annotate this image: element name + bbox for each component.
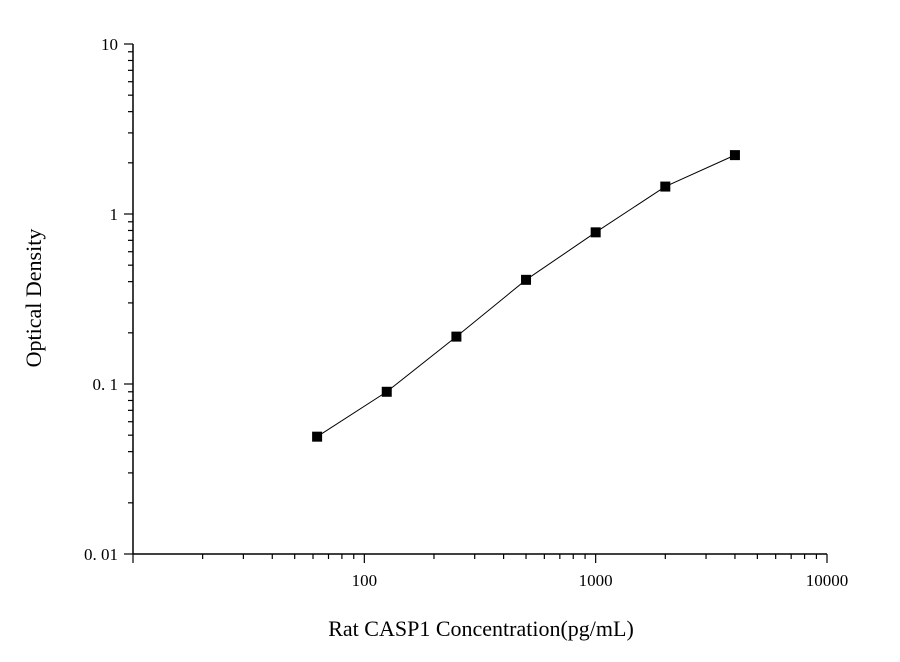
series-line [316, 154, 736, 438]
y-tick-label: 1 [110, 205, 119, 224]
y-tick-label: 10 [101, 35, 118, 54]
x-axis-title: Rat CASP1 Concentration(pg/mL) [328, 616, 634, 641]
data-series [312, 150, 740, 442]
x-tick-label: 10000 [806, 571, 849, 590]
data-point [729, 150, 740, 161]
axes [132, 44, 827, 555]
x-tick-label: 100 [352, 571, 378, 590]
x-tick-label: 1000 [579, 571, 613, 590]
data-point [451, 331, 462, 342]
axis-ticks: 100 1000 10000 0. 01 0. 1 1 10 [84, 35, 848, 590]
y-tick-label: 0. 1 [93, 375, 119, 394]
data-point [312, 431, 323, 442]
data-point [590, 227, 601, 238]
data-point [521, 274, 532, 285]
data-point [381, 386, 392, 397]
y-tick-label: 0. 01 [84, 545, 118, 564]
data-point [660, 181, 671, 192]
y-axis-title: Optical Density [21, 229, 46, 368]
